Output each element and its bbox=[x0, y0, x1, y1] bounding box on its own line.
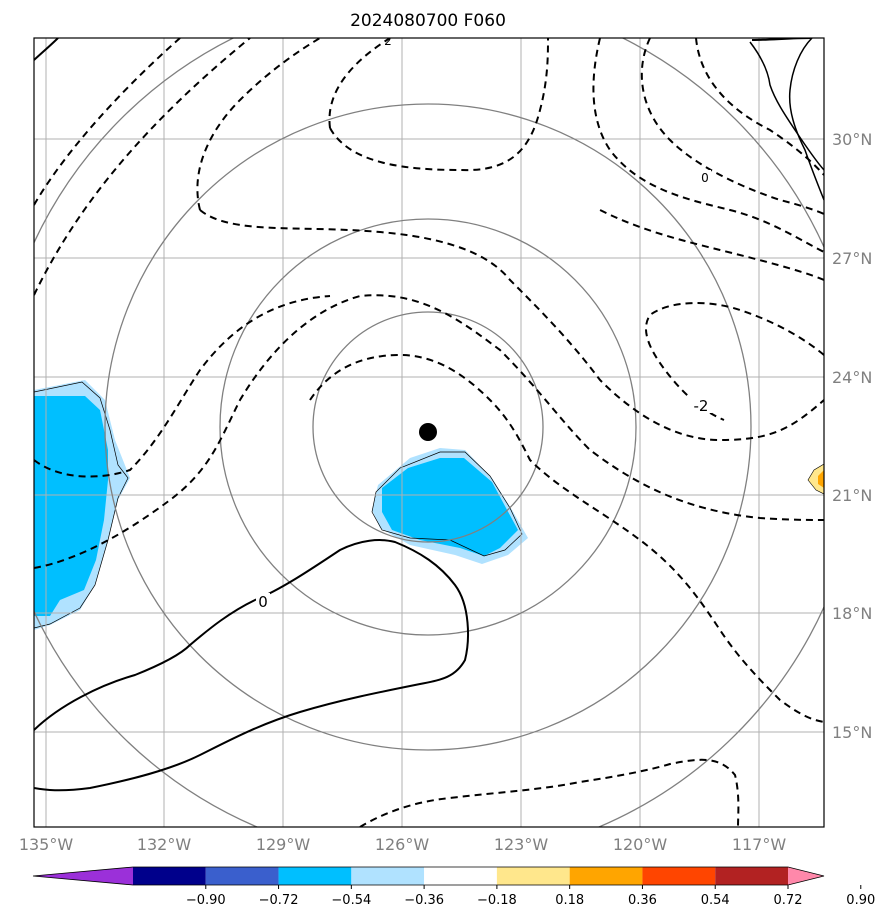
colorbar-segment bbox=[205, 867, 279, 885]
colorbar-segment bbox=[642, 867, 716, 885]
lat-label: 30°N bbox=[832, 130, 872, 149]
lon-label: 120°W bbox=[613, 835, 668, 854]
longitude-labels: 135°W 132°W 129°W 126°W 123°W 120°W 117°… bbox=[19, 835, 787, 854]
colorbar-tick-label: −0.36 bbox=[404, 893, 444, 908]
lat-label: 24°N bbox=[832, 368, 872, 387]
colorbar-segment bbox=[278, 867, 352, 885]
lat-label: 21°N bbox=[832, 486, 872, 505]
shaded-positive-region-east bbox=[807, 463, 824, 495]
colorbar-segment bbox=[133, 867, 206, 885]
lat-label: 27°N bbox=[832, 249, 872, 268]
colorbar-tick-label: −0.90 bbox=[186, 893, 226, 908]
shaded-negative-region-center bbox=[371, 448, 528, 564]
colorbar-tick-label: 0.18 bbox=[555, 893, 584, 908]
colorbar-tick-label: 0.36 bbox=[628, 893, 657, 908]
colorbar-tick-label: 0.54 bbox=[701, 893, 730, 908]
lat-label: 18°N bbox=[832, 604, 872, 623]
map-area: 0 -2 0 2 bbox=[34, 34, 824, 827]
range-rings bbox=[34, 38, 824, 827]
colorbar-segment bbox=[569, 867, 643, 885]
colorbar-segment bbox=[715, 867, 788, 885]
contour-label-top: 2 bbox=[384, 34, 392, 48]
map-frame bbox=[33, 37, 825, 828]
colorbar-segment bbox=[496, 867, 570, 885]
contour-label-minus-two: -2 bbox=[694, 397, 709, 415]
shaded-negative-region-west bbox=[34, 380, 130, 630]
contour-label-zero: 0 bbox=[258, 593, 268, 611]
lon-label: 117°W bbox=[732, 835, 787, 854]
colorbar-tick-label: −0.72 bbox=[259, 893, 299, 908]
colorbar-segment bbox=[351, 867, 425, 885]
colorbar-outline bbox=[32, 866, 825, 886]
lat-label: 15°N bbox=[832, 723, 872, 742]
contour-labels: 0 -2 0 2 bbox=[256, 34, 712, 611]
colorbar-extend-high bbox=[788, 867, 824, 885]
colorbar-segment bbox=[424, 867, 497, 885]
colorbar-tick-label: 0.72 bbox=[774, 893, 803, 908]
gridlines bbox=[34, 38, 824, 827]
colorbar-tick-label: −0.18 bbox=[477, 893, 517, 908]
coastline bbox=[749, 38, 824, 201]
colorbar: −0.90 −0.72 −0.54 −0.36 −0.18 0.18 0.36 0.54 0.7… bbox=[32, 866, 875, 908]
lon-label: 132°W bbox=[137, 835, 192, 854]
contour-label-zero-upper: 0 bbox=[701, 171, 709, 185]
storm-center-marker bbox=[419, 423, 437, 441]
colorbar-extend-low bbox=[33, 867, 133, 885]
lon-label: 126°W bbox=[375, 835, 430, 854]
latitude-labels: 30°N 27°N 24°N 21°N 18°N 15°N bbox=[832, 130, 872, 742]
lon-label: 123°W bbox=[494, 835, 549, 854]
lon-label: 135°W bbox=[19, 835, 74, 854]
colorbar-tick-label: 0.90 bbox=[846, 893, 875, 908]
map-title: 2024080700 F060 bbox=[350, 11, 506, 31]
lon-label: 129°W bbox=[256, 835, 311, 854]
colorbar-tick-label: −0.54 bbox=[331, 893, 371, 908]
dashed-contours bbox=[34, 38, 824, 827]
